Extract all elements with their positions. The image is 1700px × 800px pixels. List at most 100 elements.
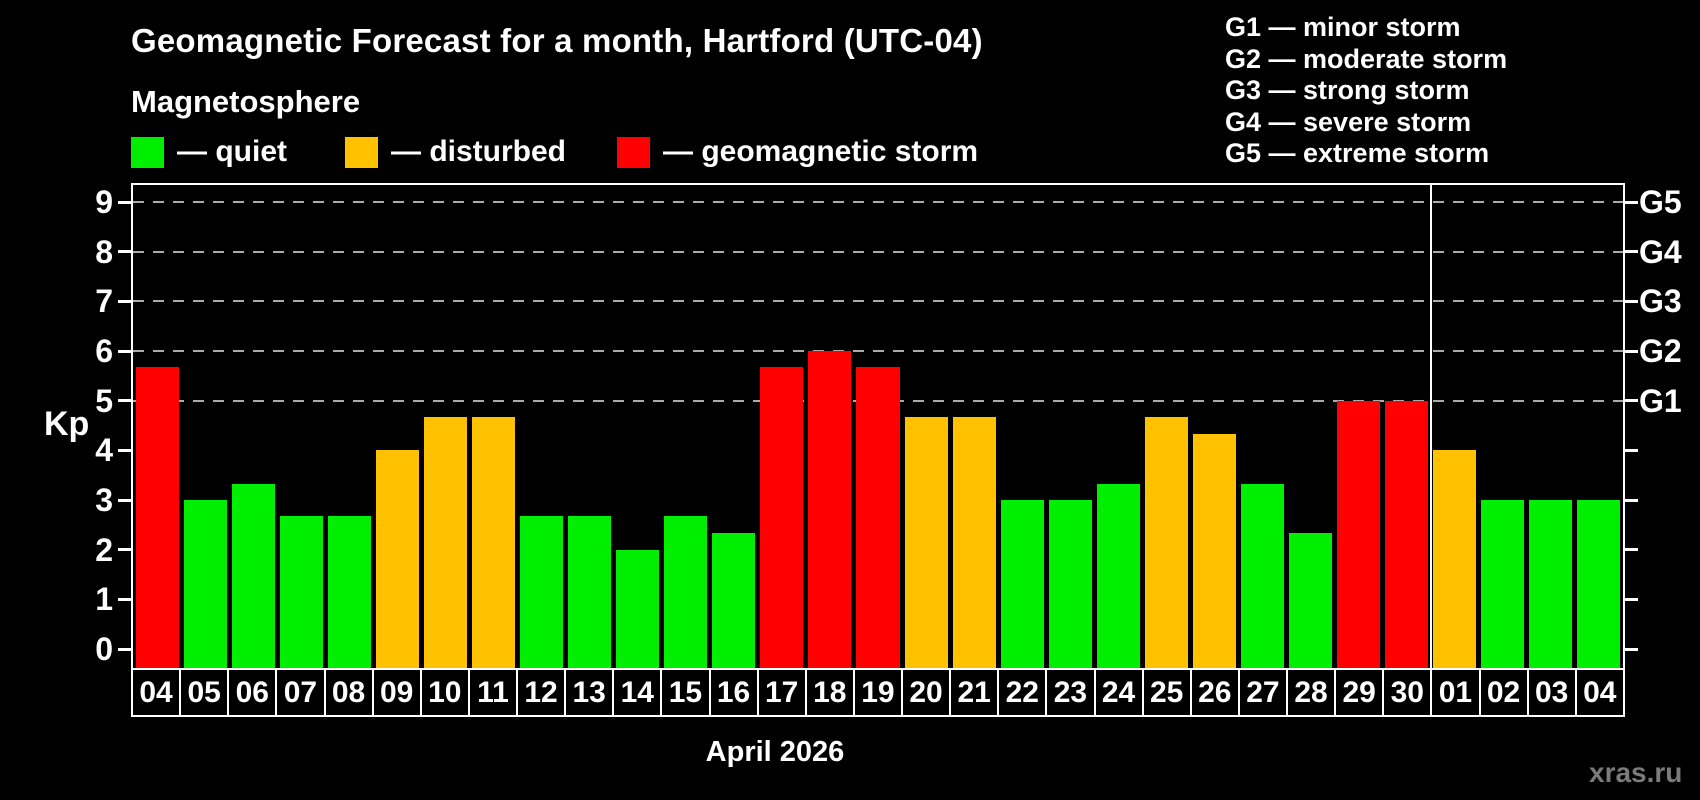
legend-label-quiet: — quiet [177, 135, 287, 168]
kp-bar-day-04 [1577, 500, 1621, 668]
kp-bar-day-22 [1000, 500, 1044, 668]
date-cell-29: 29 [1336, 670, 1385, 715]
date-cell-22: 22 [999, 670, 1048, 715]
date-cell-02: 02 [1481, 670, 1529, 715]
gridline-kp7 [133, 300, 1623, 303]
kp-bar-day-13 [568, 516, 612, 668]
kp-bar-day-29 [1337, 400, 1381, 668]
y-axis-tick-right-6 [1625, 349, 1638, 353]
y-axis-label-8: 8 [95, 233, 113, 270]
kp-bar-day-20 [904, 417, 948, 668]
y-axis-label-9: 9 [95, 184, 113, 221]
x-axis-date-row: 04 05 06 07 08 09 10 11 12 13 14 15 16 17 18 19 20 21 22 23… [131, 668, 1625, 717]
date-cell-26: 26 [1192, 670, 1240, 715]
date-cell-04: 04 [1583, 676, 1617, 709]
kp-bar-day-09 [375, 450, 419, 668]
kp-bar-day-10 [423, 417, 467, 668]
y-axis-tick-right-2 [1625, 548, 1638, 552]
date-cell-19: 19 [855, 670, 903, 715]
y-axis-label-0: 0 [95, 631, 113, 667]
date-cell-10: 10 [422, 670, 470, 715]
date-cell-23: 23 [1047, 670, 1096, 715]
date-cell-16: 16 [711, 670, 759, 715]
g-scale-label-g5: G5 [1639, 184, 1682, 221]
y-axis-tick-right-9 [1625, 200, 1638, 204]
legend-swatch-disturbed-icon [345, 136, 378, 168]
gridline-kp8 [133, 250, 1623, 253]
date-cell-04: 04 [133, 670, 182, 715]
y-axis-tick-left-5 [118, 399, 131, 403]
y-axis-tick-left-6 [118, 349, 131, 353]
y-axis-tick-right-3 [1625, 498, 1638, 502]
legend-swatch-quiet-icon [131, 136, 164, 168]
storm-scale-legend: G1 — minor storm G2 — moderate storm G3 — … [1225, 12, 1507, 170]
watermark: xras.ru [1589, 757, 1683, 788]
y-axis-label-1: 1 [95, 581, 113, 618]
y-axis-tick-left-7 [118, 299, 131, 303]
kp-bar-day-14 [616, 549, 660, 668]
y-axis-label-4: 4 [95, 432, 113, 469]
kp-bar-day-16 [712, 533, 756, 668]
kp-bar-day-30 [1385, 400, 1429, 668]
y-axis-label-5: 5 [95, 382, 113, 419]
y-axis-tick-left-8 [118, 250, 131, 254]
y-axis-tick-left-0 [118, 647, 131, 651]
date-cell-20: 20 [903, 670, 952, 715]
kp-bar-day-05 [183, 500, 227, 668]
kp-bar-day-06 [231, 483, 275, 668]
date-cell-17: 17 [759, 670, 807, 715]
date-cell-28: 28 [1288, 670, 1337, 715]
date-cell-06: 06 [229, 670, 278, 715]
kp-bar-day-02 [1481, 500, 1525, 668]
date-cell-13: 13 [566, 670, 615, 715]
storm-scale-line-g3: G3 — strong storm [1225, 75, 1470, 106]
status-legend: — quiet — disturbed — geomagnetic storm [0, 135, 1100, 169]
date-cell-15: 15 [662, 670, 711, 715]
y-axis-tick-right-1 [1625, 597, 1638, 601]
kp-bar-day-25 [1144, 417, 1188, 668]
y-axis-label-6: 6 [95, 333, 113, 370]
y-axis-tick-left-2 [118, 548, 131, 552]
date-cell-11: 11 [470, 670, 518, 715]
g-scale-label-g4: G4 [1639, 233, 1682, 270]
y-axis-label-3: 3 [95, 482, 113, 519]
g-scale-label-g3: G3 [1639, 283, 1682, 320]
date-cell-21: 21 [951, 670, 1000, 715]
y-axis-title: Kp [44, 405, 90, 443]
kp-bar-day-24 [1096, 483, 1140, 668]
storm-scale-line-g2: G2 — moderate storm [1225, 43, 1508, 74]
plot-area [131, 183, 1625, 668]
date-cell-30: 30 [1384, 670, 1433, 715]
kp-bar-day-18 [808, 351, 852, 668]
kp-bar-day-08 [327, 516, 371, 668]
y-axis-tick-right-5 [1625, 399, 1638, 403]
kp-bar-day-07 [279, 516, 323, 668]
date-cell-05: 05 [181, 670, 230, 715]
date-cell-09: 09 [374, 670, 422, 715]
kp-bar-day-28 [1289, 533, 1333, 668]
storm-scale-line-g1: G1 — minor storm [1225, 12, 1461, 42]
storm-scale-line-g5: G5 — extreme storm [1225, 138, 1490, 169]
y-axis-tick-left-9 [118, 200, 131, 204]
kp-bar-day-04 [135, 367, 179, 668]
kp-bar-day-01 [1433, 450, 1477, 668]
kp-bar-day-27 [1240, 483, 1285, 668]
legend-item-storm: — geomagnetic storm [617, 135, 978, 169]
legend-swatch-storm-icon [617, 136, 650, 168]
date-cell-27: 27 [1240, 670, 1288, 715]
date-cell-18: 18 [807, 670, 855, 715]
kp-bar-day-12 [520, 516, 564, 668]
y-axis-tick-right-0 [1625, 647, 1638, 651]
g-scale-label-g1: G1 [1639, 382, 1682, 419]
y-axis-tick-right-4 [1625, 448, 1638, 452]
kp-bar-day-26 [1192, 433, 1236, 668]
legend-label-storm: — geomagnetic storm [663, 135, 979, 168]
date-cell-25: 25 [1144, 670, 1192, 715]
legend-item-disturbed: — disturbed [345, 135, 566, 169]
kp-bar-day-03 [1529, 500, 1573, 668]
gridline-kp9 [133, 201, 1623, 204]
legend-label-disturbed: — disturbed [391, 135, 567, 168]
date-cell-03: 03 [1529, 670, 1577, 715]
y-axis-tick-right-8 [1625, 250, 1638, 254]
